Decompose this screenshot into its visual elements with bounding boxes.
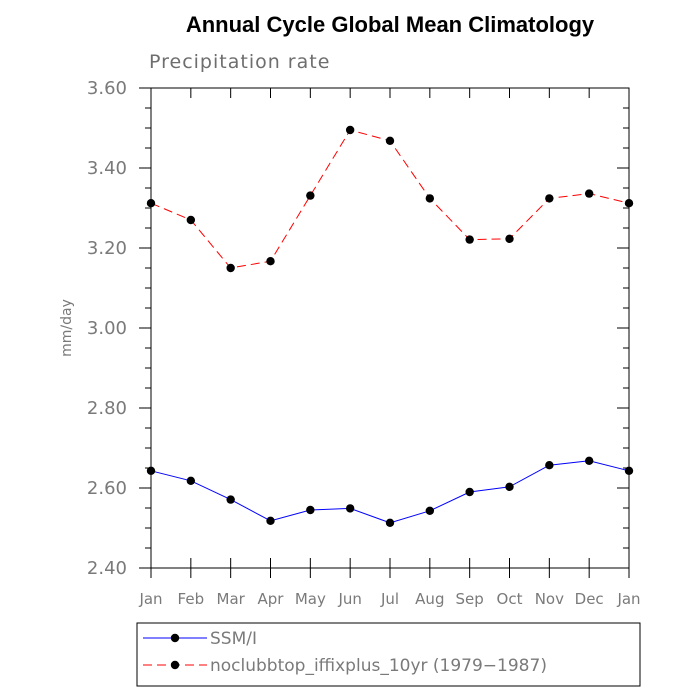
legend-marker [170, 633, 180, 643]
data-point [624, 199, 634, 208]
data-point [146, 466, 156, 475]
data-point [186, 215, 196, 225]
y-tick-label: 2.60 [87, 478, 127, 499]
data-point [545, 194, 554, 203]
series-layer [146, 125, 634, 527]
data-point [345, 125, 355, 135]
y-tick-label: 3.20 [87, 238, 127, 259]
data-point [505, 482, 514, 491]
x-tick-label: Aug [415, 590, 444, 608]
y-tick-labels: 2.40 2.60 2.80 3.00 3.20 3.40 3.60 [87, 78, 127, 579]
x-tick-label: Jan [616, 590, 640, 608]
axis-ticks [139, 87, 630, 578]
data-point [584, 456, 594, 465]
x-tick-label: Jun [337, 590, 361, 608]
y-tick-label: 3.00 [87, 318, 127, 339]
data-point [465, 235, 474, 244]
x-tick-label: Jul [380, 590, 399, 608]
data-point [505, 234, 514, 243]
data-point [545, 461, 554, 470]
data-point [345, 504, 355, 513]
x-tick-label: Nov [535, 590, 564, 608]
legend-marker [170, 660, 180, 670]
x-tick-label: Apr [258, 590, 285, 608]
x-tick-label: Mar [217, 590, 246, 608]
legend-label: SSM/I [210, 629, 257, 649]
series-line [150, 129, 630, 269]
data-point [425, 506, 435, 515]
y-tick-label: 2.80 [87, 398, 127, 419]
data-point [385, 518, 395, 527]
data-point [146, 199, 156, 208]
x-tick-label: Sep [456, 590, 484, 608]
legend-label: noclubbtop_iffixplus_10yr (1979−1987) [210, 656, 547, 676]
series-line [150, 460, 630, 524]
x-tick-label: Jan [138, 590, 162, 608]
series-group [146, 456, 634, 527]
data-point [306, 505, 315, 515]
data-point [266, 516, 275, 525]
x-tick-label: May [295, 590, 326, 608]
x-tick-label: Feb [178, 590, 205, 608]
data-point [624, 466, 634, 475]
y-axis-label: mm/day [59, 299, 75, 357]
x-tick-label: Oct [497, 590, 523, 608]
x-tick-labels: Jan Feb Mar Apr May Jun Jul Aug Sep Oct Nov Dec Jan [138, 590, 640, 608]
data-point [584, 189, 594, 198]
legend: SSM/I noclubbtop_iffixplus_10yr (1979−198… [143, 629, 547, 676]
chart-title: Annual Cycle Global Mean Climatology [186, 12, 595, 37]
data-point [266, 257, 275, 266]
data-point [226, 495, 235, 504]
series-group [146, 125, 634, 273]
y-tick-label: 2.40 [87, 558, 127, 579]
data-point [465, 487, 474, 497]
y-tick-label: 3.60 [87, 78, 127, 99]
data-point [306, 191, 315, 200]
chart-subtitle: Precipitation rate [149, 51, 330, 73]
data-point [385, 136, 395, 145]
data-point [226, 263, 235, 273]
x-tick-label: Dec [575, 590, 604, 608]
data-point [425, 194, 435, 203]
y-tick-label: 3.40 [87, 158, 127, 179]
data-point [186, 476, 196, 485]
legend-box [136, 622, 641, 687]
